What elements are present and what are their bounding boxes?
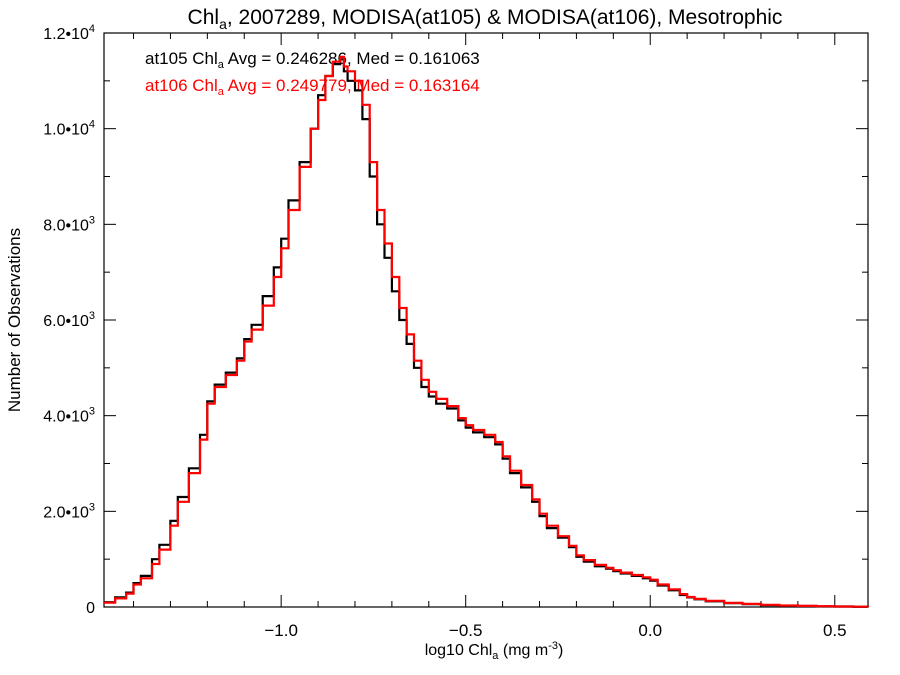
y-tick-label: 4.0•103 bbox=[43, 406, 95, 426]
series-at106-line bbox=[104, 55, 870, 608]
plot-frame bbox=[103, 32, 869, 608]
y-tick-label: 0 bbox=[86, 600, 95, 617]
x-axis-label: log10 Chla (mg m-3) bbox=[425, 640, 564, 662]
annotation-at106: at106 Chla Avg = 0.249779, Med = 0.16316… bbox=[145, 76, 480, 98]
y-tick-label: 2.0•103 bbox=[43, 501, 95, 521]
y-tick-label: 1.0•104 bbox=[43, 119, 95, 139]
y-axis-label: Number of Observations bbox=[5, 228, 24, 412]
x-tick-label: 0.0 bbox=[638, 621, 662, 640]
y-tick-label: 1.2•104 bbox=[43, 23, 95, 43]
annotation-at105: at105 Chla Avg = 0.246286, Med = 0.16106… bbox=[145, 49, 480, 71]
x-tick-label: −0.5 bbox=[449, 621, 483, 640]
y-tick-label: 6.0•103 bbox=[43, 310, 95, 330]
x-tick-label: 0.5 bbox=[823, 621, 847, 640]
series-at105-line bbox=[104, 58, 870, 608]
chart-title: Chla, 2007289, MODISA(at105) & MODISA(at… bbox=[188, 6, 783, 32]
x-tick-label: −1.0 bbox=[264, 621, 298, 640]
y-tick-label: 8.0•103 bbox=[43, 214, 95, 234]
